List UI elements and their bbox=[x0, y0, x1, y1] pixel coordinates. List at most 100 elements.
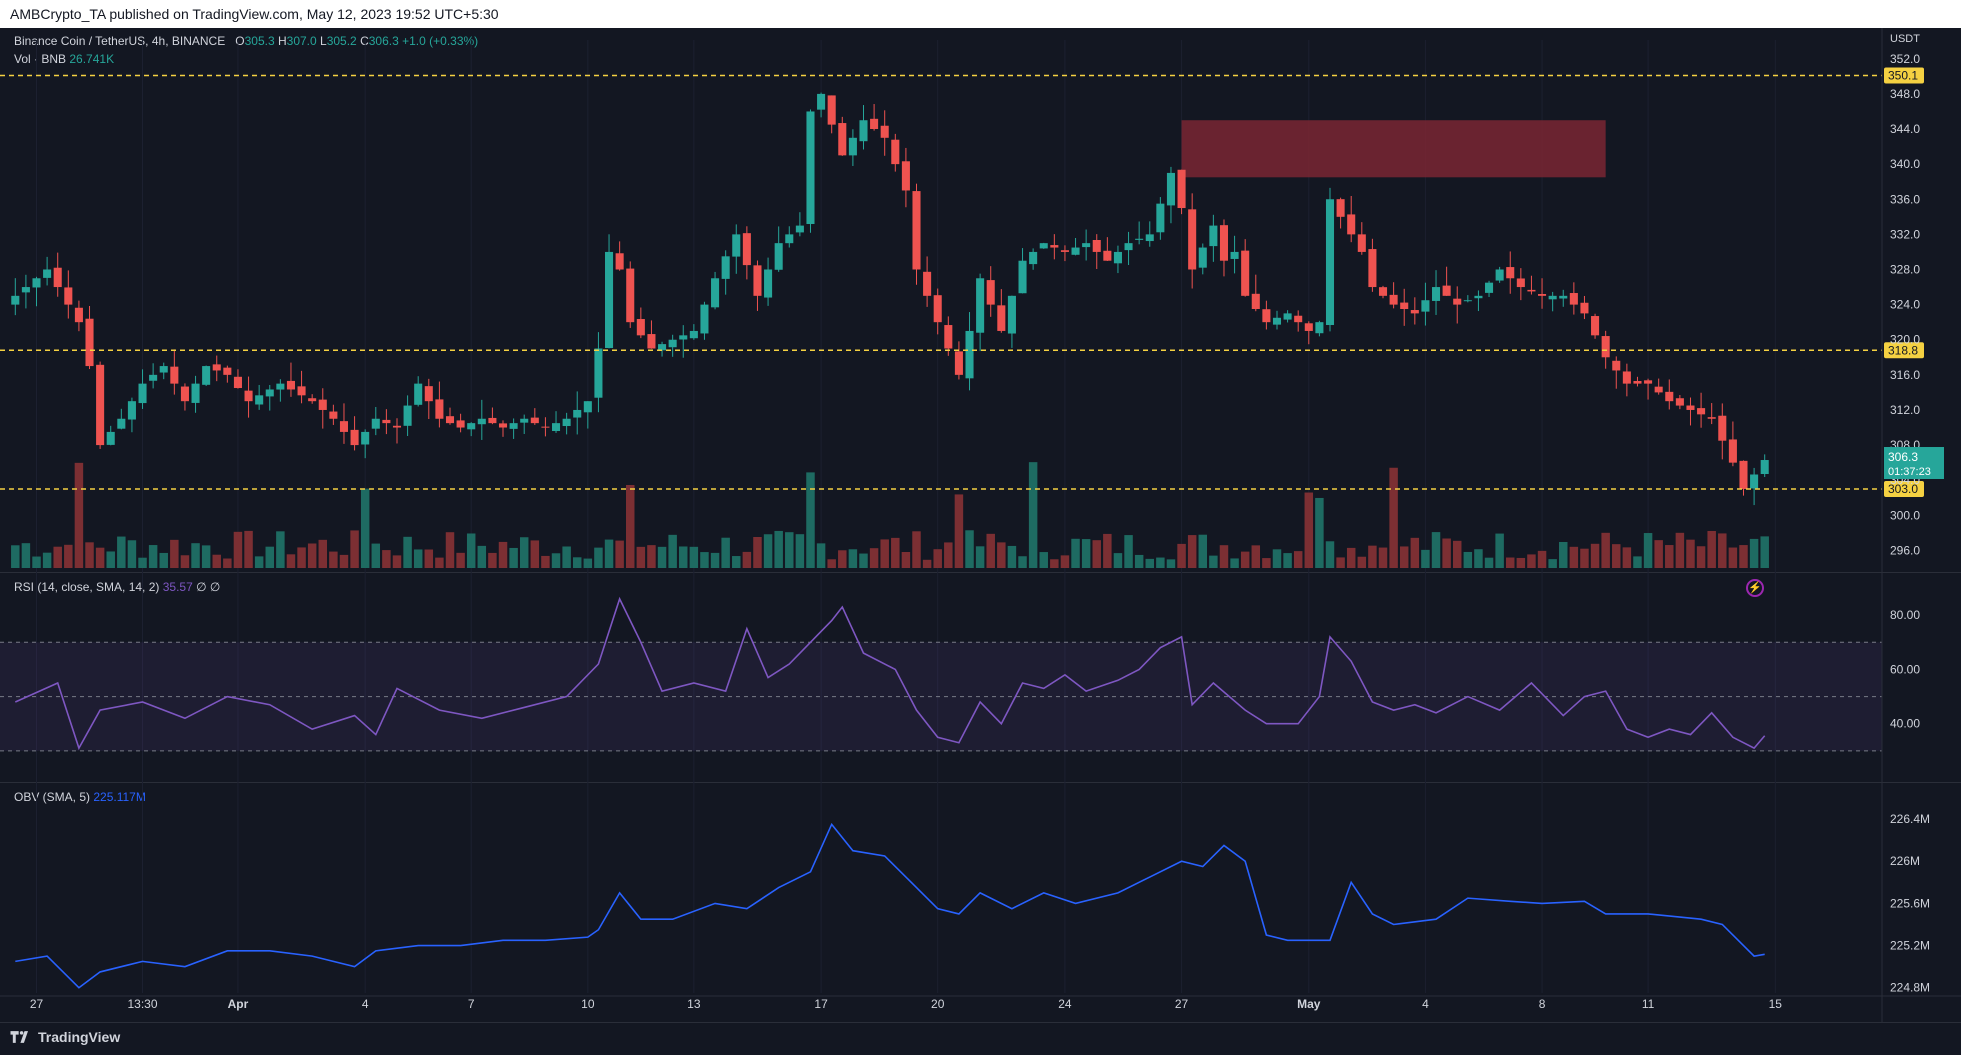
candle-body bbox=[1760, 460, 1769, 475]
low-label: L bbox=[320, 34, 327, 48]
obv-tick-label: 225.6M bbox=[1890, 896, 1930, 910]
chart-area[interactable]: Binance Coin / TetherUS, 4h, BINANCE O30… bbox=[0, 28, 1961, 1022]
candle bbox=[1325, 187, 1335, 332]
volume-bar bbox=[1718, 533, 1727, 568]
price-level-tag bbox=[1884, 480, 1924, 497]
candle bbox=[1124, 231, 1133, 266]
chart-svg[interactable]: 350.1 318.8 303.0 USDT 352.0 348.0 344.0 340.0 3… bbox=[0, 28, 1961, 1022]
price-tick-label: 324.0 bbox=[1890, 298, 1920, 312]
candle bbox=[265, 385, 274, 411]
volume-bar bbox=[742, 551, 752, 568]
time-tick-label: Apr bbox=[228, 997, 249, 1011]
volume-bar bbox=[1612, 544, 1621, 568]
candle-body bbox=[1559, 295, 1568, 299]
pane-separator[interactable] bbox=[0, 572, 1961, 573]
candle-body bbox=[1166, 172, 1175, 206]
candle bbox=[127, 397, 136, 433]
currency-label: USDT bbox=[1890, 33, 1920, 45]
volume-bar bbox=[1707, 530, 1716, 568]
candle bbox=[1474, 290, 1483, 312]
candle-body bbox=[1219, 225, 1229, 261]
candle bbox=[1294, 310, 1303, 332]
candle-body bbox=[891, 139, 900, 165]
candle bbox=[530, 408, 539, 425]
candle-body bbox=[870, 118, 879, 130]
price-level-tag bbox=[1884, 342, 1924, 359]
candle bbox=[1527, 275, 1536, 295]
candle bbox=[1050, 234, 1059, 260]
candle bbox=[308, 394, 317, 404]
volume-bar bbox=[530, 540, 540, 568]
candle bbox=[1707, 403, 1716, 425]
open-label: O bbox=[235, 34, 245, 48]
candle-body bbox=[392, 425, 402, 428]
candle-body bbox=[74, 307, 83, 323]
volume-bar bbox=[42, 552, 52, 568]
candle bbox=[944, 316, 953, 356]
candle bbox=[456, 413, 465, 433]
volume-bar bbox=[1484, 557, 1494, 568]
price-tick-label: 336.0 bbox=[1890, 192, 1920, 206]
volume-bar bbox=[1368, 545, 1377, 568]
volume-bar bbox=[774, 530, 783, 568]
candle-body bbox=[658, 344, 667, 351]
candle-body bbox=[1601, 336, 1610, 358]
volume-bar bbox=[827, 559, 836, 568]
volume-bar bbox=[1081, 539, 1091, 568]
volume-bar bbox=[148, 545, 158, 568]
candle bbox=[1569, 282, 1578, 315]
candle bbox=[117, 408, 126, 430]
candle bbox=[1633, 376, 1642, 387]
candle bbox=[1675, 394, 1684, 410]
volume-bar bbox=[1251, 545, 1261, 568]
candle-body bbox=[689, 330, 698, 339]
candle bbox=[1453, 286, 1462, 324]
candle bbox=[1548, 291, 1557, 312]
candle bbox=[43, 256, 52, 286]
volume-bar bbox=[201, 545, 211, 568]
candle-body bbox=[721, 256, 730, 279]
obv-label: OBV (SMA, 5) bbox=[14, 790, 91, 804]
volume-bar bbox=[1103, 533, 1112, 568]
tradingview-logo[interactable]: TradingView bbox=[10, 1029, 120, 1045]
candle bbox=[1654, 378, 1663, 395]
candle bbox=[96, 361, 105, 449]
volume-bar bbox=[32, 556, 41, 568]
candle-body bbox=[1092, 239, 1101, 252]
candle bbox=[1018, 248, 1027, 294]
candle-body bbox=[170, 366, 179, 384]
time-tick-label: 10 bbox=[581, 997, 595, 1011]
candle bbox=[74, 300, 83, 332]
volume-bar bbox=[1601, 532, 1610, 568]
candle-body bbox=[742, 233, 751, 266]
candle-body bbox=[424, 386, 433, 402]
candle bbox=[244, 376, 253, 418]
footer-bar: TradingView bbox=[0, 1022, 1961, 1055]
candle bbox=[1538, 278, 1547, 309]
candle-body bbox=[180, 386, 189, 402]
volume-bar bbox=[1187, 535, 1197, 568]
volume-bar bbox=[636, 546, 646, 568]
time-tick-label: 7 bbox=[468, 997, 475, 1011]
candle bbox=[711, 271, 720, 310]
volume-bar bbox=[1421, 549, 1430, 568]
volume-bar bbox=[180, 555, 190, 568]
candle-body bbox=[965, 330, 974, 379]
candle bbox=[212, 355, 221, 382]
volume-bar bbox=[700, 552, 709, 568]
candle-body bbox=[1039, 243, 1048, 249]
volume-bar bbox=[965, 530, 974, 568]
volume-bar bbox=[1028, 462, 1038, 568]
close-label: C bbox=[360, 34, 369, 48]
volume-bar bbox=[859, 553, 868, 568]
pane-separator[interactable] bbox=[0, 782, 1961, 783]
open-value: 305.3 bbox=[244, 34, 275, 48]
change-value: +1.0 (+0.33%) bbox=[402, 34, 479, 48]
volume-bar bbox=[975, 546, 985, 568]
candle-body bbox=[1654, 386, 1663, 393]
lightning-icon[interactable]: ⚡ bbox=[1746, 579, 1764, 597]
volume-bar bbox=[848, 549, 858, 568]
volume-bar bbox=[1018, 556, 1027, 568]
candle-body bbox=[1029, 251, 1038, 265]
candle bbox=[1421, 282, 1430, 326]
